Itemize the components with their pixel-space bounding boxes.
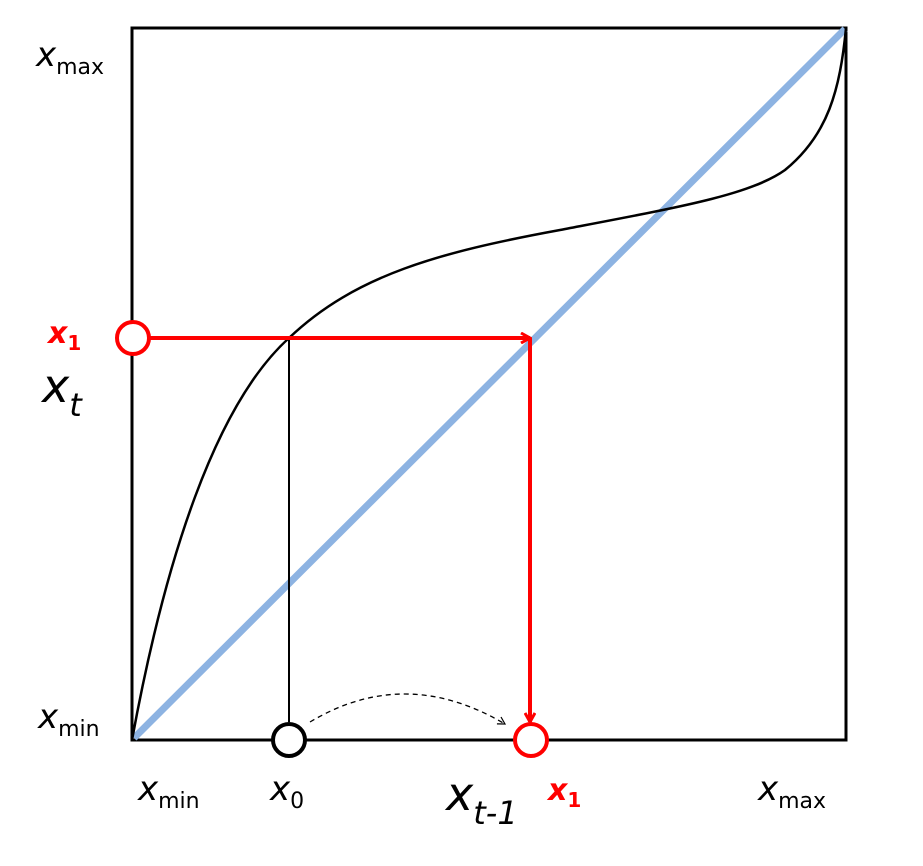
y-bottom-label: xmin bbox=[37, 697, 100, 742]
x-axis-title: xt-1 bbox=[444, 767, 518, 832]
x1-y-marker bbox=[115, 320, 151, 356]
plot-frame bbox=[130, 26, 848, 742]
x0-marker bbox=[271, 722, 307, 758]
y-axis-title: xt bbox=[40, 359, 83, 424]
map-curve bbox=[130, 27, 848, 741]
x-x1-label: x1 bbox=[546, 773, 581, 812]
x0-label: x0 bbox=[269, 769, 304, 814]
y-x1-label: x1 bbox=[46, 316, 81, 355]
x1-x-marker bbox=[513, 722, 549, 758]
identity-line bbox=[131, 26, 848, 741]
y-top-label: xmax bbox=[35, 35, 104, 80]
x-right-label: xmax bbox=[757, 769, 826, 814]
dashed-arrow bbox=[309, 693, 507, 725]
x-left-label: xmin bbox=[137, 769, 200, 814]
